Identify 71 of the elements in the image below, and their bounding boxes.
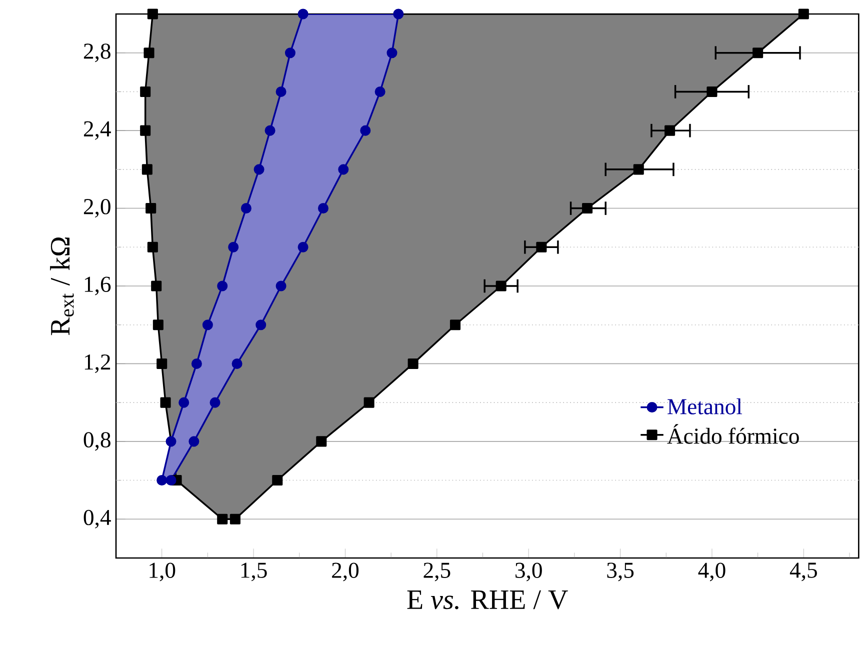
point: [264, 125, 276, 136]
point: [151, 280, 162, 292]
point: [408, 358, 418, 369]
point: [147, 8, 158, 20]
point: [364, 397, 374, 408]
y-tick-label: 0,8: [84, 432, 110, 451]
point: [240, 203, 252, 214]
point: [664, 125, 676, 136]
point: [146, 203, 156, 214]
x-tick-label: 3,5: [607, 562, 634, 582]
y-tick-label: 2,0: [84, 198, 110, 218]
y-tick-label: 2,4: [84, 121, 111, 140]
point: [318, 203, 328, 214]
point: [156, 475, 168, 486]
point: [536, 242, 547, 252]
point: [166, 436, 176, 447]
point: [360, 125, 371, 136]
y-tick-label: 1,2: [84, 354, 110, 373]
point: [166, 475, 176, 486]
y-tick-label: 0,4: [84, 510, 111, 528]
point: [144, 48, 154, 58]
point: [178, 397, 190, 408]
point: [338, 164, 349, 175]
point: [752, 48, 764, 58]
point: [582, 203, 593, 214]
point: [202, 320, 213, 330]
point: [140, 125, 151, 136]
point: [276, 280, 286, 292]
y-tick-label: 1,6: [84, 276, 111, 296]
legend-label: Ácido fórmico: [667, 424, 799, 444]
point: [298, 8, 308, 20]
point: [228, 242, 239, 252]
point: [256, 320, 266, 330]
point: [496, 280, 506, 292]
point: [386, 48, 398, 58]
legend-label: Metanol: [668, 398, 742, 414]
point: [284, 48, 296, 58]
point: [272, 475, 283, 486]
point: [706, 86, 718, 97]
point: [798, 8, 809, 20]
point: [316, 436, 327, 447]
point: [254, 164, 264, 175]
point: [217, 280, 228, 292]
x-axis-title: E vs. RHE / V: [407, 590, 568, 610]
point: [147, 242, 158, 252]
point: [142, 164, 152, 175]
y-tick-label: 2,8: [84, 44, 110, 62]
point: [191, 358, 202, 369]
point: [160, 397, 171, 408]
point: [450, 320, 461, 330]
point: [232, 358, 242, 369]
point: [140, 86, 151, 97]
point: [633, 164, 644, 175]
point: [230, 514, 240, 524]
point: [276, 86, 286, 97]
x-tick-label: 1,0: [150, 562, 176, 582]
point: [152, 320, 164, 330]
point: [156, 358, 168, 369]
point: [188, 436, 200, 447]
x-tick-label: 1,5: [241, 562, 267, 582]
point: [217, 514, 228, 524]
point: [374, 86, 386, 97]
x-tick-label: 4,0: [698, 562, 726, 582]
point: [393, 8, 404, 20]
x-tick-label: 4,5: [790, 562, 817, 582]
x-tick-label: 2,5: [424, 562, 450, 582]
point: [298, 242, 308, 252]
x-tick-label: 2,0: [332, 562, 359, 582]
point: [210, 397, 220, 408]
x-tick-label: 3,0: [516, 562, 542, 582]
y-axis-title: R$_{ext}$ / kΩ: [50, 238, 74, 336]
